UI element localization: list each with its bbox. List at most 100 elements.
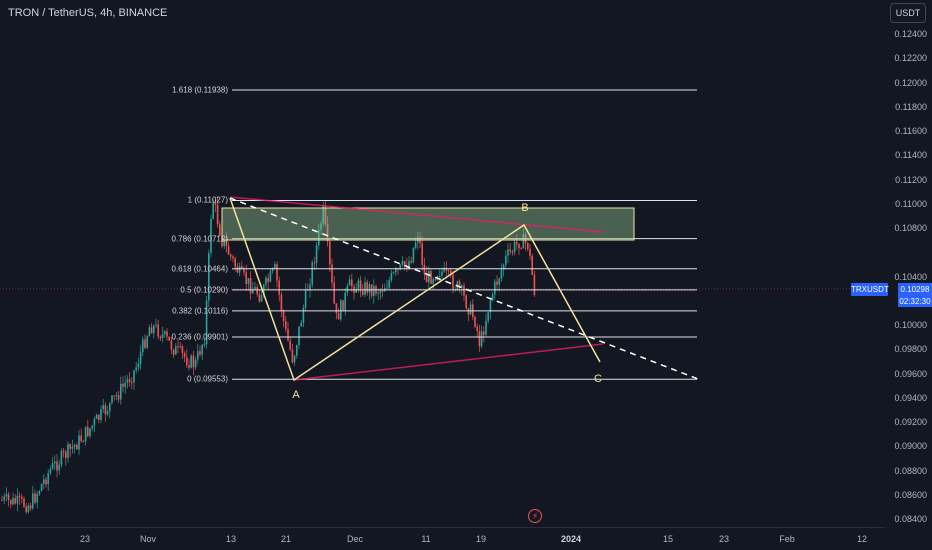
candle-body: [269, 271, 272, 282]
candle-body: [379, 290, 382, 293]
candle-body: [489, 300, 492, 313]
candle-body: [390, 272, 393, 281]
candle-body: [430, 271, 432, 284]
candle-body: [401, 261, 404, 265]
candle-body: [106, 411, 109, 415]
candle-body: [423, 264, 426, 275]
candle-body: [159, 336, 162, 339]
candle-body: [357, 280, 360, 289]
fib-level-label: 0.236 (0.09901): [171, 332, 229, 342]
candle-body: [500, 269, 503, 279]
candle-body: [507, 249, 509, 256]
candle-body: [274, 264, 276, 269]
price-axis-tick: 0.11000: [895, 198, 927, 209]
candle-body: [511, 251, 514, 253]
chart-canvas[interactable]: [0, 0, 885, 527]
candle-body: [425, 274, 428, 283]
flash-icon[interactable]: ⚡: [528, 509, 542, 523]
candle-body: [177, 346, 179, 348]
candle-body: [221, 235, 223, 247]
time-axis[interactable]: 23 Nov 13 21 Dec 11 19 2024 15 23 Feb 12: [0, 527, 885, 550]
candle-body: [227, 246, 230, 255]
candle-body: [265, 277, 267, 285]
candle-body: [168, 336, 170, 341]
upper-trendline[interactable]: [229, 196, 604, 233]
candle-body: [289, 340, 291, 350]
candle-body: [102, 405, 104, 410]
candle-body: [71, 446, 74, 449]
price-axis[interactable]: 0.12400 0.12200 0.12000 0.11800 0.11600 0.114…: [885, 0, 932, 527]
candle-body: [320, 223, 322, 230]
candle-body: [40, 483, 43, 491]
candle-body: [335, 303, 338, 314]
candle-body: [333, 282, 335, 304]
resistance-zone[interactable]: [221, 207, 635, 241]
candle-body: [450, 270, 452, 275]
candle-body: [296, 345, 298, 356]
candle-body: [271, 268, 274, 272]
candle-body: [69, 444, 71, 449]
price-axis-tick: 0.09800: [894, 344, 927, 355]
candle-body: [93, 418, 96, 426]
candle-body: [148, 327, 151, 337]
chart-area[interactable]: TRON / TetherUS, 4h, BINANCE 1.618 (0.11…: [0, 0, 885, 527]
candle-body: [529, 248, 531, 256]
candle-body: [98, 414, 100, 421]
candle-body: [249, 278, 252, 294]
candle-body: [346, 285, 349, 293]
candle-body: [175, 346, 177, 355]
fib-level-label: 0.618 (0.10464): [171, 264, 229, 274]
candle-body: [282, 311, 285, 322]
candle-body: [476, 326, 478, 332]
price-axis-tick: 0.09600: [894, 368, 927, 379]
price-axis-tick: 0.09200: [894, 417, 927, 427]
candle-body: [505, 255, 507, 265]
candle-body: [95, 414, 98, 419]
candle-body: [5, 494, 8, 497]
candle-body: [403, 261, 406, 266]
candle-body: [201, 344, 203, 355]
candle-body: [395, 268, 397, 273]
candle-body: [153, 325, 155, 334]
candle-body: [67, 444, 69, 458]
candle-body: [192, 355, 195, 368]
candle-body: [76, 444, 78, 450]
abc-wave-line[interactable]: [229, 197, 601, 382]
candle-body: [82, 441, 85, 443]
candle-body: [157, 324, 159, 337]
candle-body: [60, 450, 63, 465]
candle-body: [197, 351, 199, 360]
fib-level-label: 0.786 (0.10712): [171, 234, 229, 244]
candle-body: [208, 252, 210, 301]
candle-body: [45, 479, 47, 485]
candle-body: [496, 281, 498, 285]
time-axis-tick: Dec: [346, 534, 364, 544]
candle-body: [533, 274, 536, 295]
candle-body: [104, 405, 107, 415]
dashed-trendline[interactable]: [229, 197, 699, 380]
candlestick-series: [1, 197, 536, 514]
candle-body: [516, 241, 518, 244]
price-axis-tick: 0.08800: [894, 465, 927, 476]
candle-body: [245, 272, 247, 284]
candle-body: [368, 284, 371, 293]
time-axis-tick: 23: [79, 534, 91, 544]
candle-body: [291, 349, 294, 363]
candle-body: [137, 363, 140, 368]
candle-body: [80, 435, 82, 442]
candle-body: [111, 395, 113, 403]
candle-body: [7, 494, 10, 501]
candle-body: [73, 444, 76, 447]
currency-button[interactable]: USDT: [890, 3, 926, 23]
lower-trendline[interactable]: [293, 343, 604, 381]
price-axis-tick: 0.10400: [894, 271, 927, 282]
candle-body: [340, 300, 342, 320]
candle-body: [458, 281, 461, 288]
time-axis-tick: Nov: [139, 534, 157, 544]
candle-body: [267, 277, 269, 282]
candle-body: [126, 379, 129, 384]
candle-body: [84, 426, 87, 442]
candle-body: [432, 279, 434, 284]
candle-body: [135, 367, 137, 371]
candle-body: [428, 271, 430, 283]
